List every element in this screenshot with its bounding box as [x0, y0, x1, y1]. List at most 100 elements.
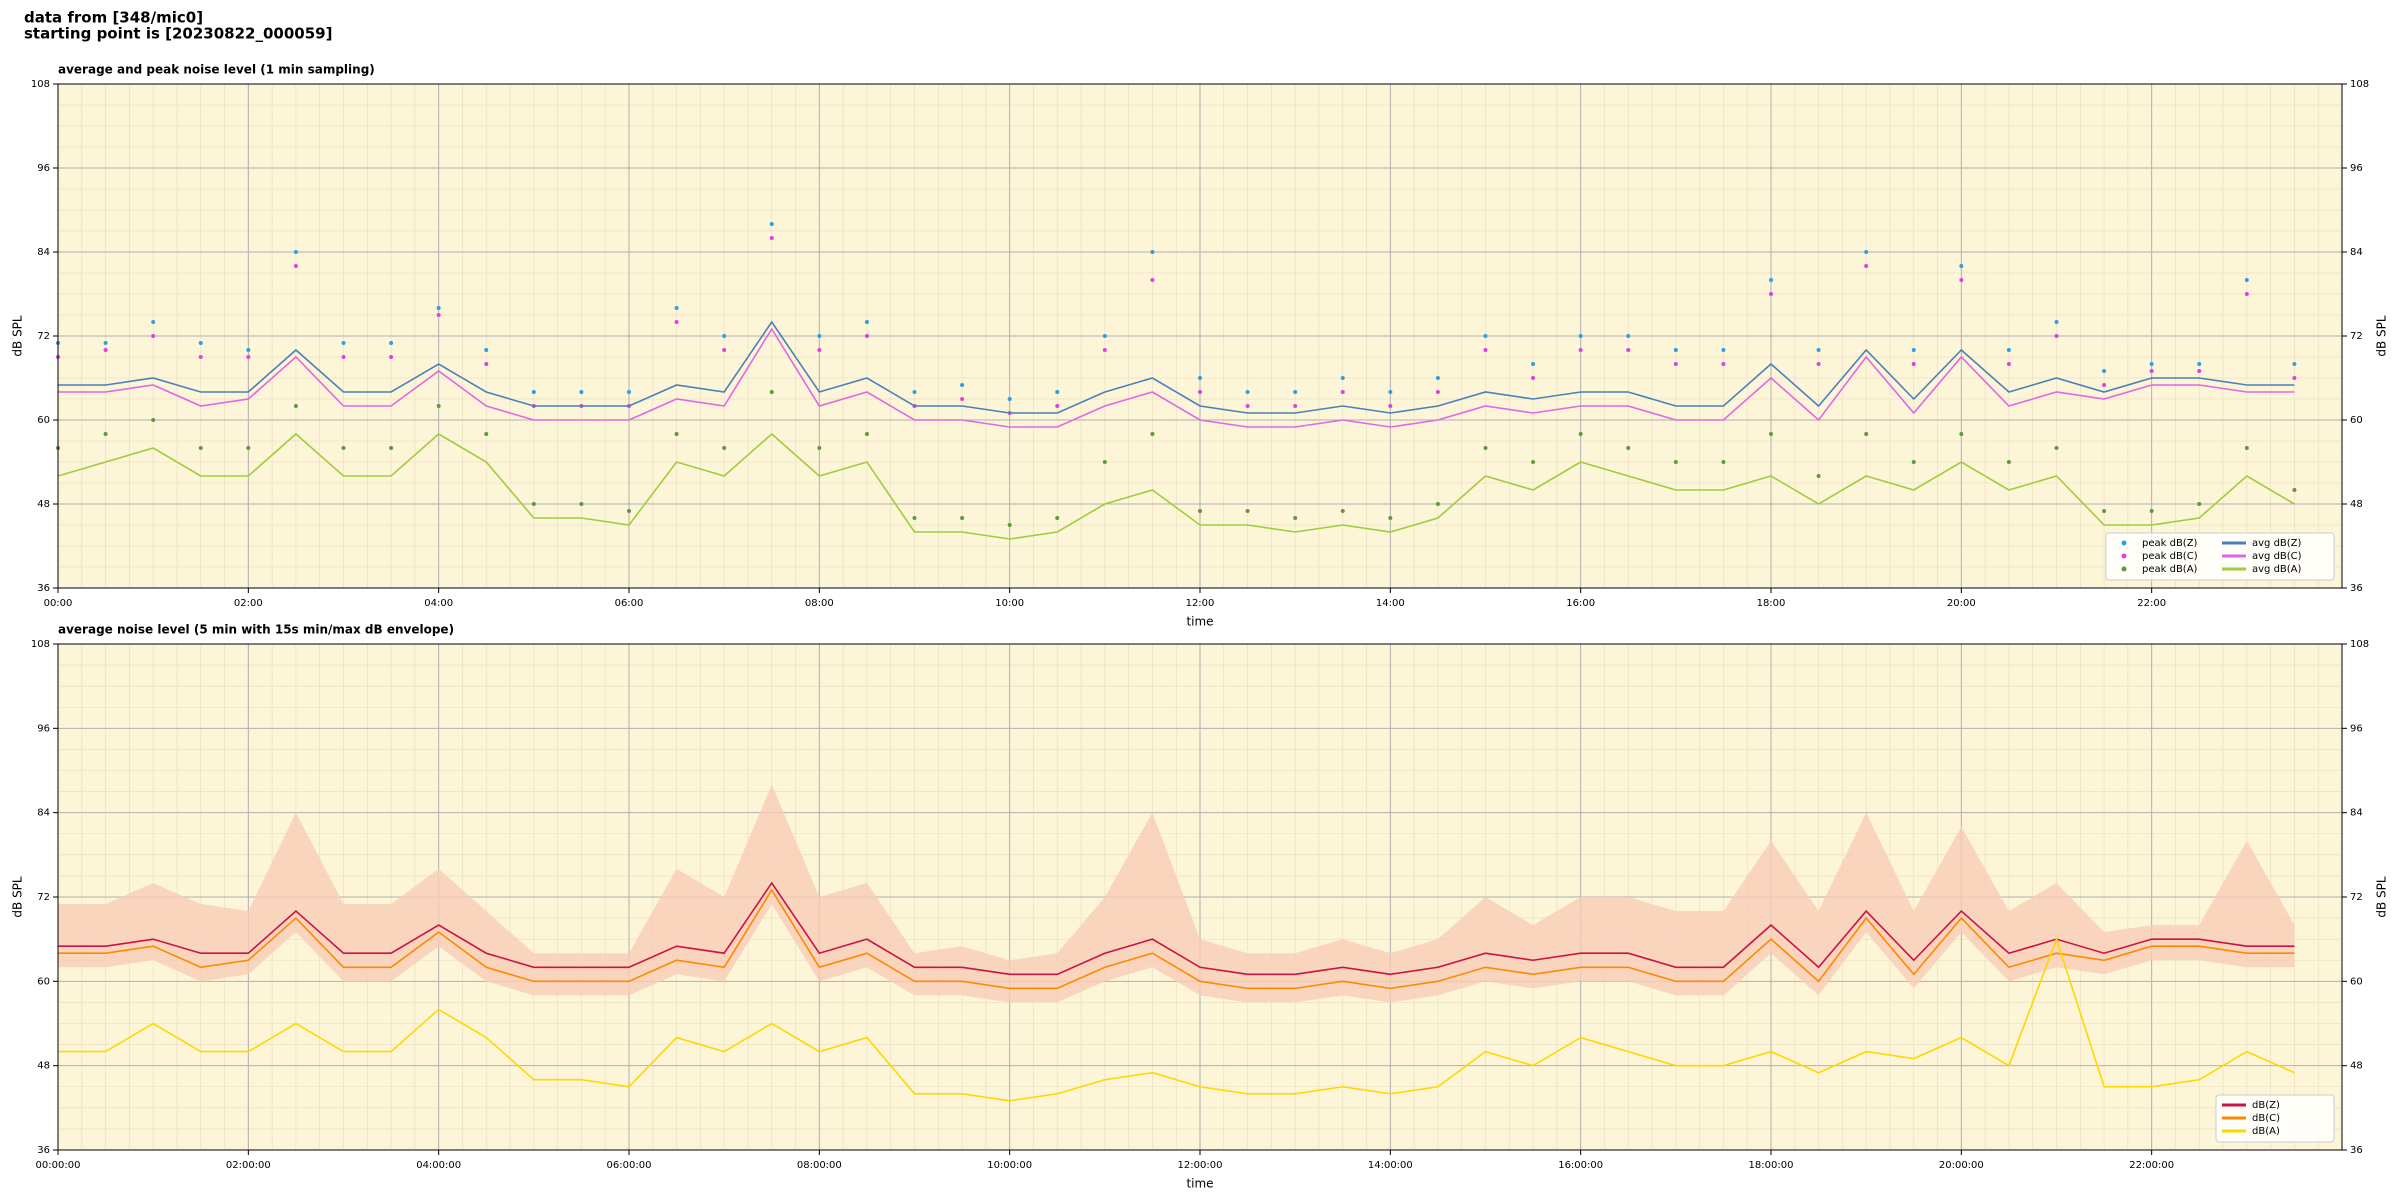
peak-point [341, 355, 346, 359]
plot-frame [57, 643, 2343, 1151]
peak-point [1245, 390, 1250, 394]
peak-point [2054, 446, 2059, 450]
peak-point [1388, 404, 1393, 408]
legend-marker [2121, 553, 2127, 559]
y2-tick-label: 60 [2350, 976, 2363, 987]
x-tick-label: 08:00 [805, 598, 834, 609]
peak-point [1721, 348, 1726, 352]
y2-tick-label: 84 [2350, 247, 2363, 258]
peak-point [864, 320, 869, 324]
peak-point [1293, 516, 1298, 520]
y2-tick-label: 108 [2350, 79, 2369, 90]
x-tick-label: 10:00 [995, 598, 1024, 609]
legend-label: dB(A) [2252, 1126, 2280, 1137]
legend-label: dB(C) [2252, 1113, 2280, 1124]
legend-label: peak dB(A) [2142, 564, 2198, 575]
legend-marker [2121, 540, 2127, 546]
y2-tick-label: 36 [2350, 1145, 2363, 1156]
y2-tick-label: 60 [2350, 415, 2363, 426]
peak-point [1245, 404, 1250, 408]
peak-point [722, 348, 727, 352]
x-tick-label: 06:00 [615, 598, 644, 609]
peak-point [2102, 383, 2107, 387]
peak-point [1911, 460, 1916, 464]
peak-point [2149, 509, 2154, 513]
legend-label: avg dB(C) [2252, 551, 2302, 562]
x-tick-label: 06:00:00 [607, 1160, 652, 1171]
peak-point [1769, 432, 1773, 436]
x-tick-label: 18:00:00 [1749, 1160, 1794, 1171]
peak-point [1531, 376, 1536, 380]
peak-point [1769, 278, 1773, 282]
peak-point [1959, 278, 1964, 282]
peak-point [1102, 460, 1107, 464]
peak-point [2006, 362, 2011, 366]
peak-point [198, 355, 203, 359]
header-line: data from [348/mic0] [24, 9, 203, 27]
peak-point [1626, 348, 1631, 352]
peak-point [531, 390, 536, 394]
y-tick-label: 48 [37, 1061, 50, 1072]
peak-point [2149, 362, 2154, 366]
peak-point [2102, 509, 2107, 513]
y2-tick-label: 72 [2350, 892, 2363, 903]
peak-point [341, 446, 346, 450]
peak-point [293, 250, 298, 254]
peak-point [1198, 390, 1202, 394]
peak-point [531, 502, 536, 506]
peak-point [1721, 460, 1726, 464]
peak-point [436, 404, 441, 408]
y-tick-label: 96 [37, 163, 50, 174]
peak-point [2197, 362, 2202, 366]
peak-point [1435, 376, 1440, 380]
legend-box [2105, 532, 2335, 581]
peak-point [579, 390, 584, 394]
peak-point [2102, 369, 2107, 373]
peak-point [1816, 474, 1821, 478]
peak-point [912, 516, 917, 520]
peak-point [1340, 509, 1345, 513]
y2-tick-label: 96 [2350, 723, 2363, 734]
series-line [58, 881, 2295, 976]
peak-point [2149, 369, 2154, 373]
peak-point [674, 320, 679, 324]
peak-point [1864, 250, 1869, 254]
peak-point [2054, 334, 2059, 338]
peak-point [960, 516, 965, 520]
peak-point [960, 397, 965, 401]
peak-point [722, 446, 727, 450]
peak-point [1150, 278, 1155, 282]
x-tick-label: 22:00 [2137, 598, 2166, 609]
series-line [57, 432, 2295, 540]
peak-point [1102, 334, 1107, 338]
series-line [58, 936, 2295, 1102]
peak-point [1245, 509, 1250, 513]
peak-point [151, 334, 156, 338]
legend-label: peak dB(C) [2142, 551, 2198, 562]
x-axis-label: time [1186, 615, 1213, 629]
peak-point [1483, 446, 1488, 450]
peak-point [2292, 488, 2297, 492]
peak-point [103, 432, 108, 436]
series-line [58, 327, 2295, 428]
peak-point [1721, 362, 1726, 366]
legend-label: peak dB(Z) [2142, 538, 2198, 549]
y-tick-label: 84 [37, 808, 50, 819]
plot-frame [57, 83, 2343, 589]
peak-point [1911, 362, 1916, 366]
y2-tick-label: 48 [2350, 499, 2363, 510]
peak-point [674, 306, 679, 310]
peak-point [2292, 376, 2297, 380]
x-tick-label: 18:00 [1757, 598, 1786, 609]
peak-point [1578, 432, 1583, 436]
peak-point [1388, 516, 1393, 520]
peak-point [1864, 432, 1869, 436]
y2-tick-label: 48 [2350, 1061, 2363, 1072]
peak-point [1340, 376, 1345, 380]
peak-point [2292, 362, 2297, 366]
peak-point [151, 418, 156, 422]
peak-point [246, 355, 251, 359]
peak-point [1531, 362, 1536, 366]
y2-tick-label: 108 [2350, 639, 2369, 650]
peak-point [1864, 264, 1869, 268]
